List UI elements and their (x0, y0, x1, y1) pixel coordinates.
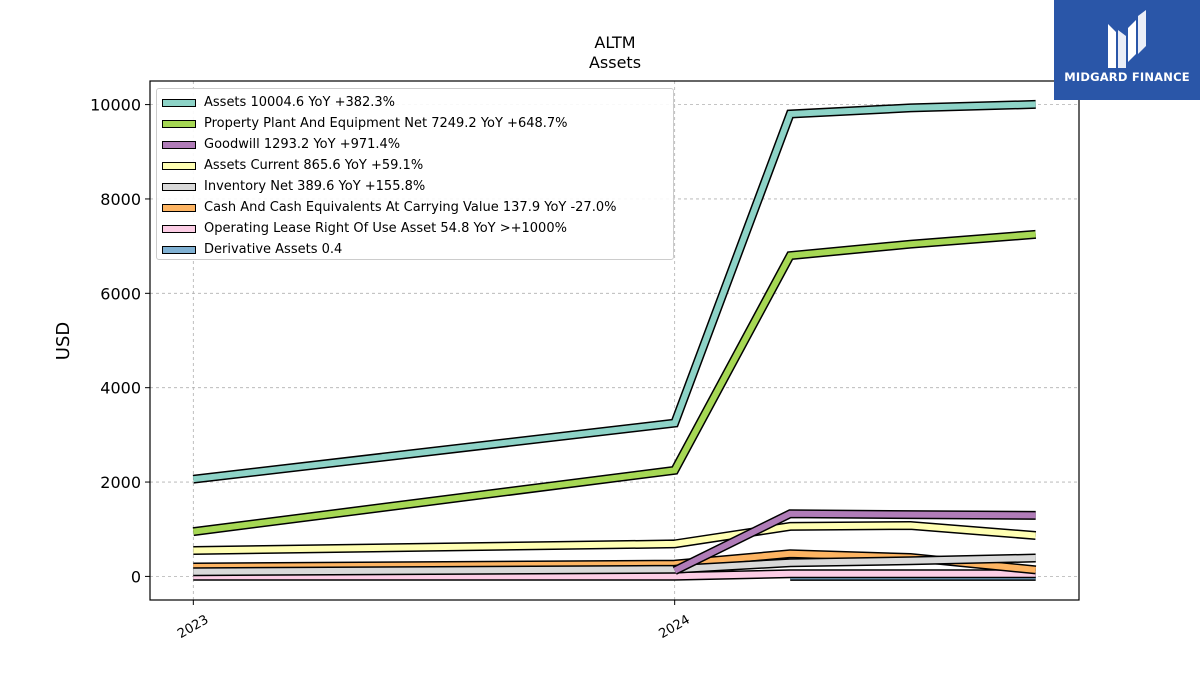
legend-label: Cash And Cash Equivalents At Carrying Va… (204, 200, 617, 215)
legend: Assets 10004.6 YoY +382.3% Property Plant… (156, 88, 674, 260)
legend-entry: Assets 10004.6 YoY +382.3% (160, 92, 673, 113)
legend-swatch (162, 119, 196, 128)
y-tick-label: 8000 (100, 190, 141, 209)
y-tick-label: 10000 (90, 96, 141, 115)
series-line (192, 101, 1036, 483)
legend-swatch (162, 140, 196, 149)
legend-label: Property Plant And Equipment Net 7249.2 … (204, 116, 568, 131)
y-axis: 0 2000 4000 6000 8000 10000 (90, 96, 150, 586)
x-tick-label: 2024 (657, 612, 693, 642)
logo-text: MIDGARD FINANCE (1064, 70, 1190, 84)
legend-label: Operating Lease Right Of Use Asset 54.8 … (204, 221, 567, 236)
x-axis: 2023 2024 (175, 600, 693, 642)
legend-label: Assets 10004.6 YoY +382.3% (204, 95, 396, 110)
legend-swatch (162, 224, 196, 233)
legend-swatch (162, 182, 196, 191)
legend-swatch (162, 161, 196, 170)
y-tick-label: 4000 (100, 379, 141, 398)
series-line-outline (192, 229, 1037, 537)
chart-title: ALTM (594, 33, 635, 52)
legend-entry: Operating Lease Right Of Use Asset 54.8 … (160, 218, 673, 239)
legend-entry: Cash And Cash Equivalents At Carrying Va… (160, 197, 673, 218)
legend-entry: Assets Current 865.6 YoY +59.1% (160, 155, 673, 176)
series-line (673, 510, 1036, 574)
x-tick-label: 2023 (175, 612, 211, 642)
legend-swatch (162, 203, 196, 212)
midgard-finance-logo: MIDGARD FINANCE (1054, 0, 1200, 100)
series-lines (192, 99, 1037, 581)
y-tick-label: 2000 (100, 473, 141, 492)
y-axis-label: USD (53, 322, 74, 360)
legend-entry: Goodwill 1293.2 YoY +971.4% (160, 134, 673, 155)
legend-label: Inventory Net 389.6 YoY +155.8% (204, 179, 426, 194)
legend-label: Derivative Assets 0.4 (204, 242, 343, 257)
series-line (193, 570, 1036, 580)
y-tick-label: 6000 (100, 284, 141, 303)
series-line (192, 231, 1036, 535)
plot-frame (149, 80, 1080, 601)
series-line (193, 522, 1036, 554)
legend-swatch (162, 98, 196, 107)
chart-subtitle: Assets (589, 53, 641, 72)
series-line (193, 555, 1036, 575)
legend-entry: Inventory Net 389.6 YoY +155.8% (160, 176, 673, 197)
legend-entry: Derivative Assets 0.4 (160, 239, 673, 260)
legend-entry: Property Plant And Equipment Net 7249.2 … (160, 113, 673, 134)
y-tick-label: 0 (131, 567, 141, 586)
legend-label: Assets Current 865.6 YoY +59.1% (204, 158, 424, 173)
midgard-logo-icon (1108, 10, 1146, 68)
legend-label: Goodwill 1293.2 YoY +971.4% (204, 137, 401, 152)
legend-swatch (162, 245, 196, 254)
